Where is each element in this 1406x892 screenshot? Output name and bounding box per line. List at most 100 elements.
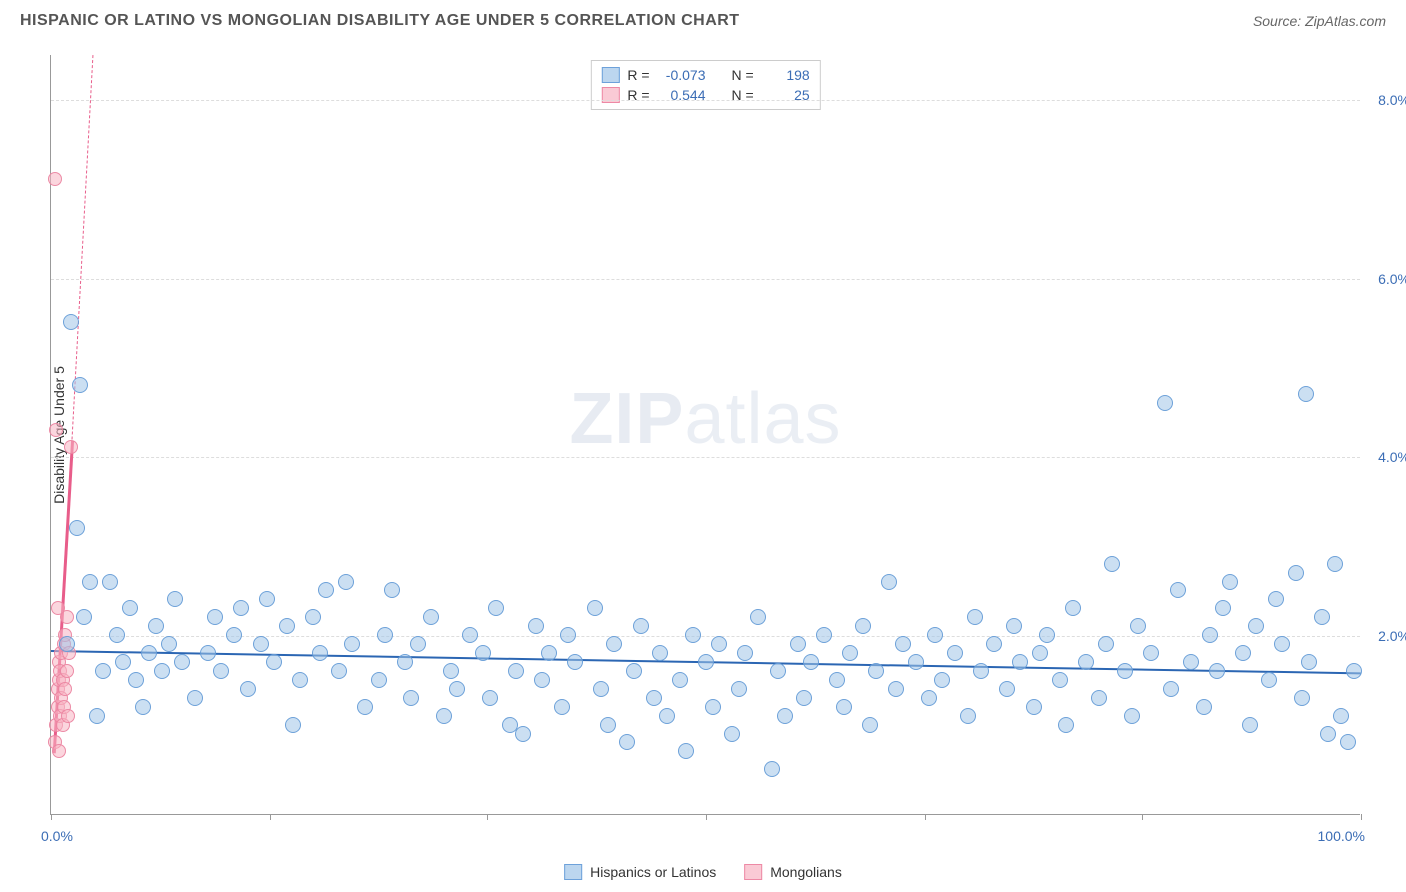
scatter-point (187, 690, 203, 706)
scatter-point (829, 672, 845, 688)
scatter-point (868, 663, 884, 679)
scatter-point (1301, 654, 1317, 670)
scatter-point (384, 582, 400, 598)
scatter-point (541, 645, 557, 661)
legend-item: Mongolians (744, 864, 842, 880)
scatter-point (836, 699, 852, 715)
scatter-point (698, 654, 714, 670)
scatter-point (207, 609, 223, 625)
scatter-point (344, 636, 360, 652)
scatter-point (443, 663, 459, 679)
scatter-point (1032, 645, 1048, 661)
scatter-point (855, 618, 871, 634)
scatter-point (318, 582, 334, 598)
scatter-point (148, 618, 164, 634)
scatter-point (777, 708, 793, 724)
scatter-point (1340, 734, 1356, 750)
scatter-point (436, 708, 452, 724)
y-tick-label: 4.0% (1378, 449, 1406, 465)
y-tick-label: 6.0% (1378, 271, 1406, 287)
scatter-point (63, 314, 79, 330)
scatter-point (95, 663, 111, 679)
scatter-point (1078, 654, 1094, 670)
scatter-point (174, 654, 190, 670)
scatter-point (48, 172, 62, 186)
scatter-point (724, 726, 740, 742)
scatter-point (862, 717, 878, 733)
scatter-point (1346, 663, 1362, 679)
scatter-point (593, 681, 609, 697)
legend-item: Hispanics or Latinos (564, 864, 716, 880)
scatter-point (1242, 717, 1258, 733)
scatter-point (803, 654, 819, 670)
scatter-point (128, 672, 144, 688)
scatter-point (259, 591, 275, 607)
scatter-point (606, 636, 622, 652)
scatter-point (1052, 672, 1068, 688)
y-tick-label: 8.0% (1378, 92, 1406, 108)
scatter-point (292, 672, 308, 688)
scatter-point (1202, 627, 1218, 643)
stat-n-value: 198 (762, 67, 810, 83)
scatter-point (82, 574, 98, 590)
scatter-point (161, 636, 177, 652)
scatter-point (1183, 654, 1199, 670)
scatter-point (1268, 591, 1284, 607)
scatter-point (999, 681, 1015, 697)
scatter-point (1327, 556, 1343, 572)
scatter-point (357, 699, 373, 715)
scatter-point (1163, 681, 1179, 697)
scatter-point (51, 601, 65, 615)
scatter-point (200, 645, 216, 661)
swatch-pink (744, 864, 762, 880)
scatter-point (122, 600, 138, 616)
scatter-point (279, 618, 295, 634)
scatter-point (109, 627, 125, 643)
scatter-point (515, 726, 531, 742)
scatter-point (678, 743, 694, 759)
scatter-point (167, 591, 183, 607)
scatter-point (600, 717, 616, 733)
chart-plot-area: Disability Age Under 5 ZIPatlas R = -0.0… (50, 55, 1360, 815)
scatter-point (1117, 663, 1133, 679)
scatter-point (331, 663, 347, 679)
scatter-point (61, 709, 75, 723)
scatter-point (266, 654, 282, 670)
scatter-point (908, 654, 924, 670)
stats-row: R = -0.073 N = 198 (601, 65, 809, 85)
x-tick-label: 0.0% (41, 828, 73, 844)
scatter-point (1065, 600, 1081, 616)
scatter-point (534, 672, 550, 688)
scatter-point (52, 744, 66, 758)
scatter-point (672, 672, 688, 688)
scatter-point (1098, 636, 1114, 652)
scatter-point (240, 681, 256, 697)
scatter-point (633, 618, 649, 634)
scatter-point (737, 645, 753, 661)
scatter-point (816, 627, 832, 643)
scatter-point (934, 672, 950, 688)
scatter-point (508, 663, 524, 679)
scatter-point (685, 627, 701, 643)
scatter-point (449, 681, 465, 697)
scatter-point (1294, 690, 1310, 706)
stats-row: R = 0.544 N = 25 (601, 85, 809, 105)
scatter-point (410, 636, 426, 652)
scatter-point (554, 699, 570, 715)
scatter-point (154, 663, 170, 679)
scatter-point (711, 636, 727, 652)
scatter-point (1026, 699, 1042, 715)
scatter-point (1091, 690, 1107, 706)
scatter-point (89, 708, 105, 724)
x-tick (270, 814, 271, 820)
stat-r-value: -0.073 (658, 67, 706, 83)
legend-label: Hispanics or Latinos (590, 864, 716, 880)
scatter-point (462, 627, 478, 643)
scatter-point (626, 663, 642, 679)
scatter-point (967, 609, 983, 625)
scatter-point (253, 636, 269, 652)
scatter-point (1288, 565, 1304, 581)
x-tick (706, 814, 707, 820)
x-tick (925, 814, 926, 820)
scatter-point (141, 645, 157, 661)
